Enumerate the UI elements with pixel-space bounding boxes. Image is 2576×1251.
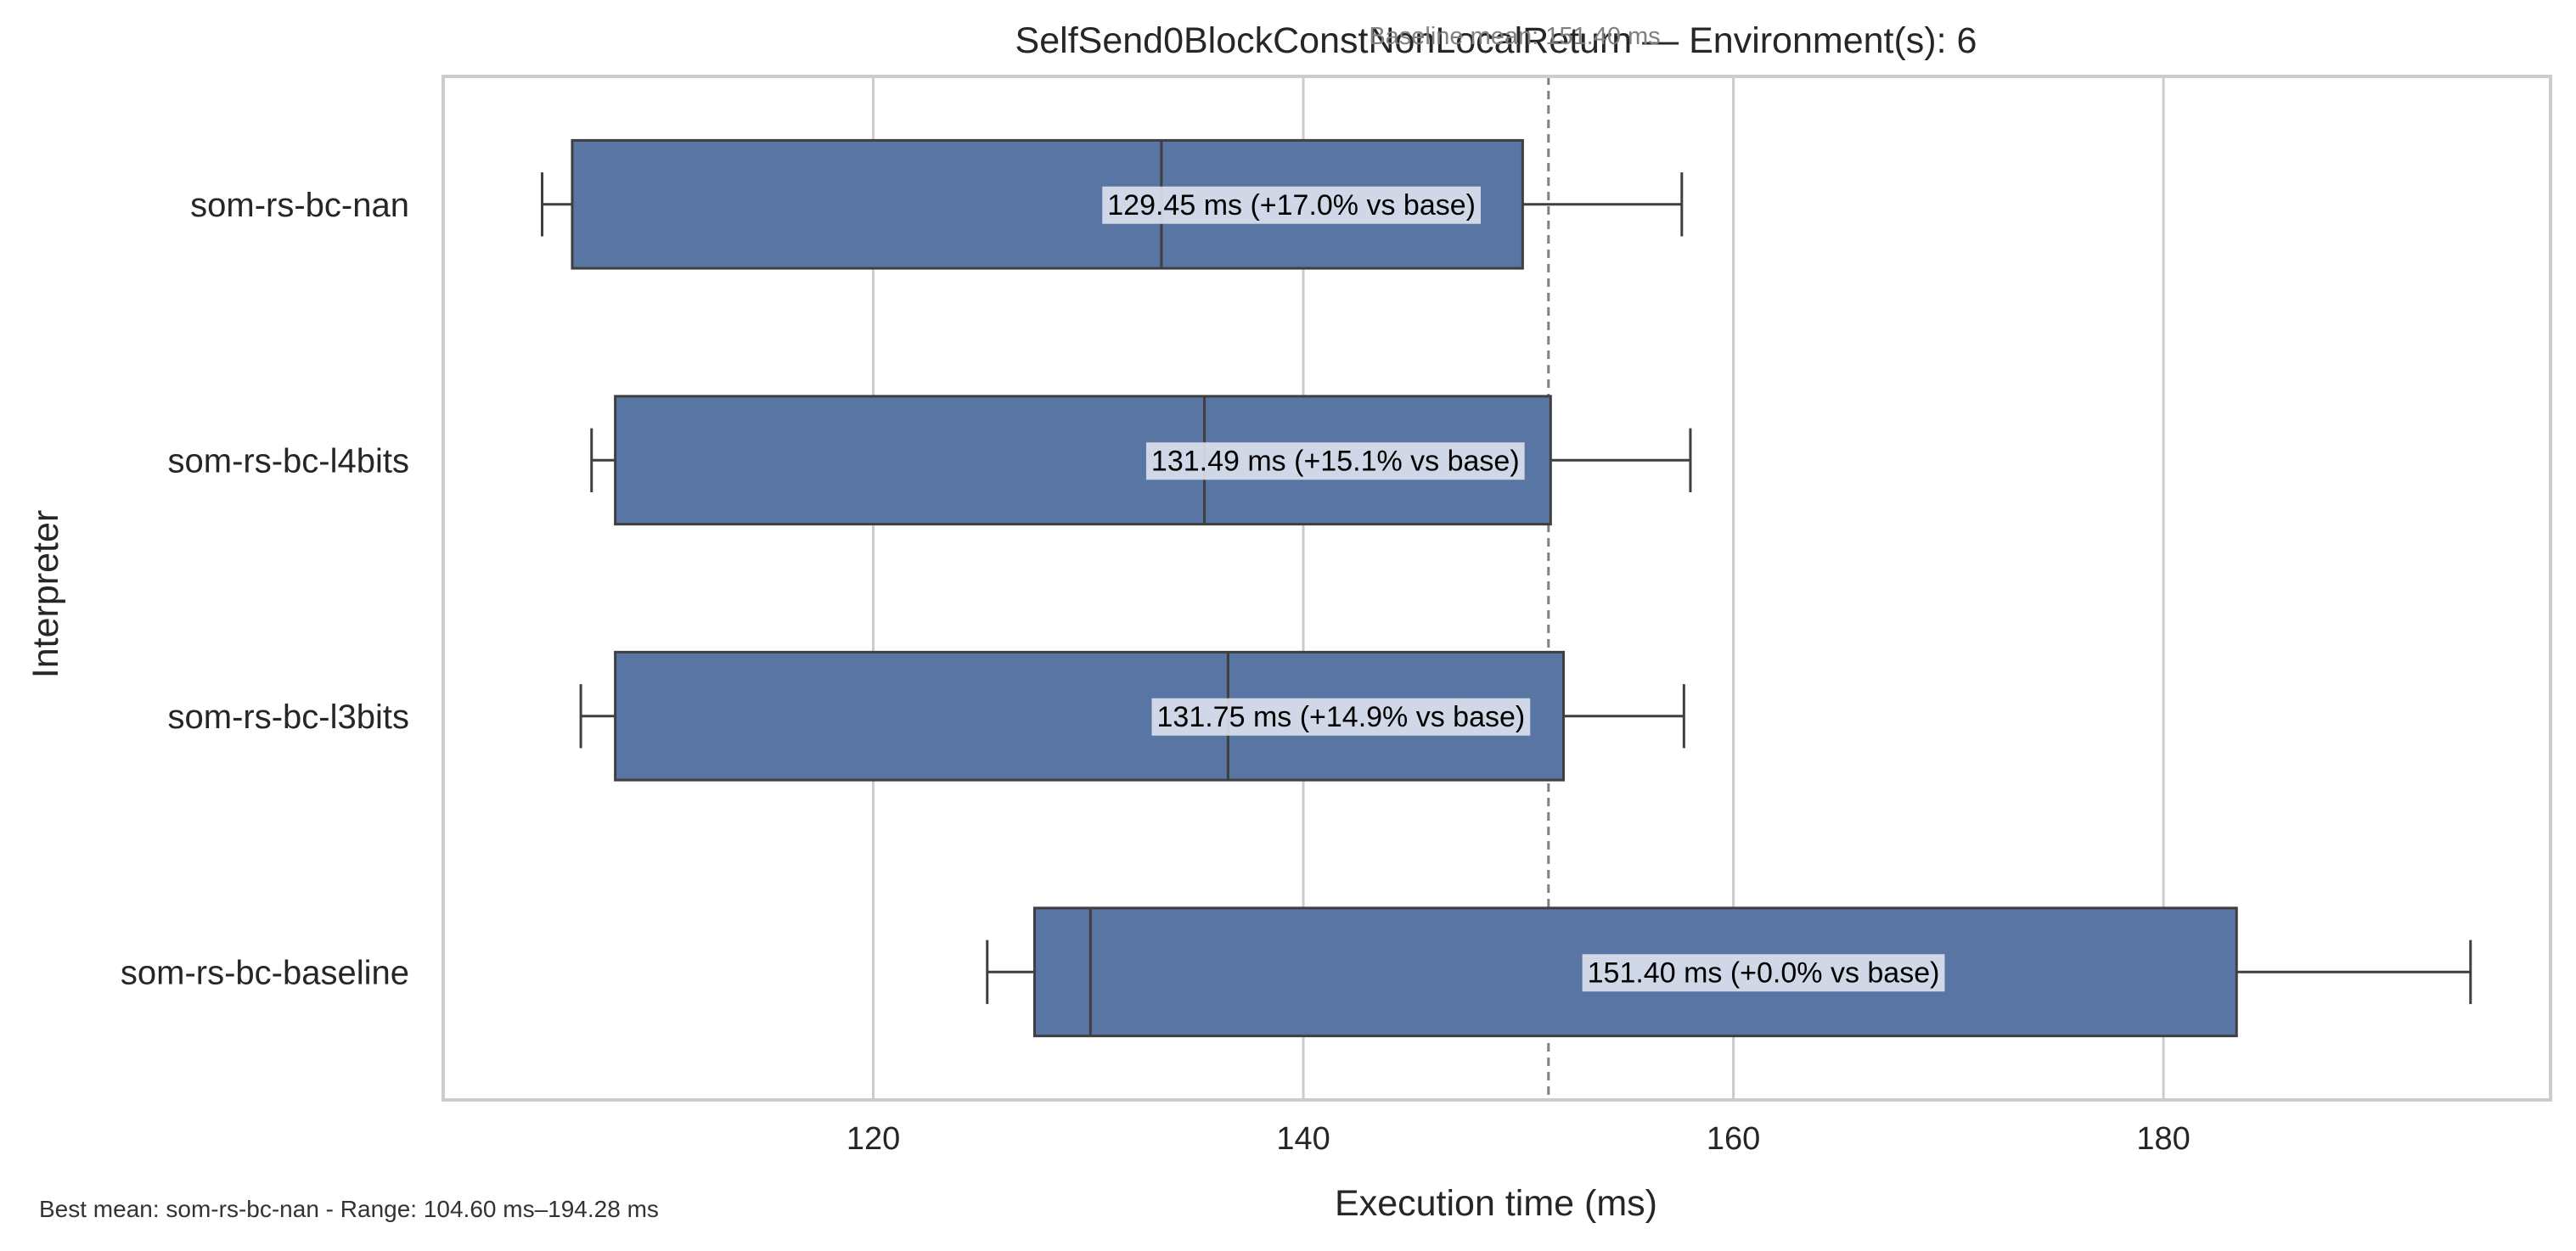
y-tick-label: som-rs-bc-l3bits (168, 698, 409, 736)
footer-note: Best mean: som-rs-bc-nan - Range: 104.60… (39, 1196, 659, 1222)
x-tick-label: 180 (2136, 1121, 2190, 1157)
plot-frame (442, 75, 2552, 1102)
mean-annotation-bg (1151, 698, 1531, 736)
mean-annotation: 131.75 ms (+14.9% vs base) (1157, 701, 1526, 733)
x-axis-label: Execution time (ms) (1335, 1183, 1657, 1224)
y-tick-label: som-rs-bc-baseline (121, 954, 409, 991)
y-tick-label: som-rs-bc-l4bits (168, 442, 409, 480)
mean-annotation: 151.40 ms (+0.0% vs base) (1588, 956, 1940, 989)
x-tick-label: 140 (1276, 1121, 1330, 1157)
chart-title: SelfSend0BlockConstNonLocalReturn — Envi… (1015, 20, 1977, 61)
baseline-label: Baseline mean: 151.40 ms (1369, 23, 1660, 50)
box-som-rs-bc-l4bits (590, 395, 1692, 526)
mean-annotation: 131.49 ms (+15.1% vs base) (1151, 445, 1520, 477)
x-tick-label: 160 (1707, 1121, 1760, 1157)
mean-annotation: 129.45 ms (+17.0% vs base) (1107, 189, 1476, 222)
y-tick-label: som-rs-bc-nan (190, 187, 409, 224)
mean-annotation-bg (1582, 954, 1945, 992)
mean-annotation-bg (1145, 442, 1525, 480)
x-tick-label: 120 (846, 1121, 900, 1157)
mean-annotation-bg (1102, 186, 1481, 224)
y-axis-label: Interpreter (25, 510, 66, 678)
